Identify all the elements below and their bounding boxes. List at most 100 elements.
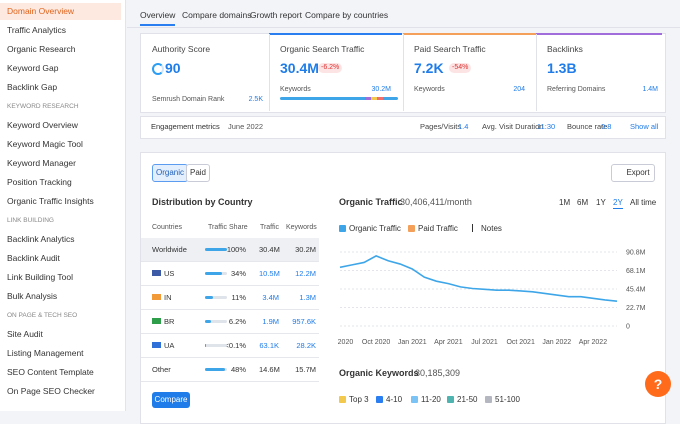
range-button[interactable]: 6M [577, 198, 589, 207]
y-tick-label: 22.7M [626, 305, 646, 312]
legend-label: Organic Traffic [349, 224, 401, 233]
legend-label[interactable]: Notes [481, 224, 502, 233]
table-cell: 957.6K [292, 317, 316, 326]
card-sep [536, 34, 537, 111]
share-bar [205, 320, 211, 323]
nav-item[interactable]: Link Building Tool [7, 272, 73, 282]
row-sep [141, 333, 319, 334]
metric-title: Backlinks [547, 44, 583, 54]
keywords-title: Organic Keywords [339, 368, 419, 378]
table-cell: 6.2% [228, 317, 246, 326]
engagement-item-label: Pages/Visits [420, 122, 462, 131]
table-header: Traffic [259, 224, 279, 231]
keywords-total: 30,185,309 [415, 368, 461, 378]
metric-sub-label: Referring Domains [547, 86, 606, 93]
x-tick-label: Apr 2022 [579, 339, 608, 346]
nav-item[interactable]: Traffic Analytics [7, 25, 67, 35]
metric-sub-label: Semrush Domain Rank [152, 96, 225, 103]
tab[interactable]: Growth report [250, 10, 302, 20]
share-track [205, 296, 227, 299]
nav-item[interactable]: Site Audit [7, 329, 43, 339]
nav-item[interactable]: Backlink Analytics [7, 234, 75, 244]
share-bar [205, 248, 227, 251]
engagement-label: Engagement metrics [151, 122, 220, 131]
export-button[interactable]: Export [611, 164, 655, 182]
row-highlight [141, 238, 319, 261]
legend-check[interactable] [408, 225, 415, 232]
legend-check[interactable] [339, 396, 346, 403]
legend-label: 4-10 [386, 395, 403, 404]
metric-value: 90 [165, 60, 181, 76]
tab[interactable]: Compare by countries [305, 10, 389, 20]
range-button[interactable]: 2Y [613, 198, 623, 209]
table-cell[interactable]: US [164, 269, 175, 278]
table-cell[interactable]: Other [152, 365, 171, 374]
nav-item[interactable]: Organic Traffic Insights [7, 196, 94, 206]
toggle-button[interactable]: Organic [152, 164, 188, 182]
flag [152, 342, 161, 348]
nav-item[interactable]: Organic Research [7, 44, 76, 54]
help-button[interactable]: ? [645, 371, 671, 397]
card-accent [536, 33, 662, 35]
table-cell: 12.2M [295, 269, 316, 278]
range-button[interactable]: All time [630, 198, 657, 207]
legend-check[interactable] [339, 225, 346, 232]
metric-value: 7.2K [414, 60, 444, 76]
table-cell: 1.9M [262, 317, 279, 326]
nav-item[interactable]: SEO Content Template [7, 367, 94, 377]
y-tick-label: 90.8M [626, 250, 646, 257]
metric-sub-label: Keywords [280, 86, 311, 93]
nav-item[interactable]: Keyword Overview [7, 120, 78, 130]
engagement-item-value: 11:30 [537, 122, 556, 131]
table-cell[interactable]: Worldwide [152, 245, 187, 254]
metric-change: -54% [449, 63, 472, 73]
nav-item[interactable]: Listing Management [7, 348, 84, 358]
metric-title: Paid Search Traffic [414, 44, 486, 54]
table-cell[interactable]: UA [164, 341, 175, 350]
nav-item[interactable]: Position Tracking [7, 177, 72, 187]
nav-item[interactable]: Backlink Gap [7, 82, 58, 92]
share-bar [205, 296, 213, 299]
metric-sub-value: 1.4M [642, 86, 658, 93]
nav-item[interactable]: Keyword Magic Tool [7, 139, 83, 149]
nav-item[interactable]: Bulk Analysis [7, 291, 58, 301]
table-cell: 100% [226, 245, 246, 254]
metric-sub-value: 204 [513, 86, 525, 93]
keyword-bar [280, 97, 398, 100]
chart-total: 30,406,411/month [400, 197, 472, 207]
table-cell: 30.2M [295, 245, 316, 254]
table-title: Distribution by Country [152, 197, 253, 207]
legend-check[interactable] [376, 396, 383, 403]
nav-item[interactable]: On Page SEO Checker [7, 386, 95, 396]
legend-check[interactable] [447, 396, 454, 403]
tab[interactable]: Compare domains [182, 10, 252, 20]
range-button[interactable]: 1M [559, 198, 571, 207]
tab[interactable]: Overview [140, 9, 176, 26]
table-cell[interactable]: IN [164, 293, 172, 302]
nav-item[interactable]: Backlink Audit [7, 253, 60, 263]
range-button[interactable]: 1Y [596, 198, 606, 207]
nav-item[interactable]: Domain Overview [0, 3, 121, 20]
row-sep [141, 357, 319, 358]
nav-item[interactable]: Keyword Manager [7, 158, 76, 168]
compare-button[interactable]: Compare [152, 392, 190, 408]
row-sep [141, 261, 319, 262]
table-header: Traffic Share [208, 224, 248, 231]
table-cell: 3.4M [262, 293, 279, 302]
overview-panel [140, 152, 666, 424]
show-all-link[interactable]: Show all [630, 122, 659, 131]
nav-section: ON PAGE & TECH SEO [7, 312, 78, 319]
flag [152, 294, 161, 300]
keyword-bar-part [365, 97, 371, 100]
engagement-item-label: Avg. Visit Duration [482, 122, 544, 131]
y-tick-label: 45.4M [626, 287, 646, 294]
table-cell: 63.1K [259, 341, 279, 350]
card-accent [269, 33, 402, 35]
legend-check[interactable] [485, 396, 492, 403]
x-tick-label: Jul 2021 [471, 339, 498, 346]
nav-item[interactable]: Keyword Gap [7, 63, 59, 73]
toggle-button[interactable]: Paid [186, 164, 210, 182]
legend-check[interactable] [411, 396, 418, 403]
table-cell[interactable]: BR [164, 317, 175, 326]
